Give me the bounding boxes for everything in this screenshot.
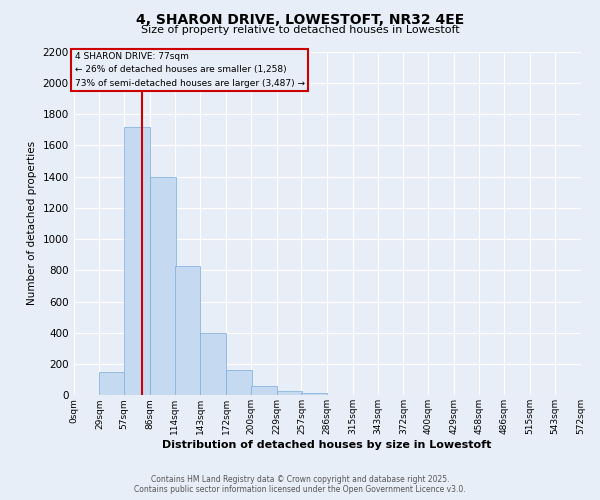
X-axis label: Distribution of detached houses by size in Lowestoft: Distribution of detached houses by size … <box>163 440 492 450</box>
Bar <box>327 394 353 396</box>
Text: 4 SHARON DRIVE: 77sqm
← 26% of detached houses are smaller (1,258)
73% of semi-d: 4 SHARON DRIVE: 77sqm ← 26% of detached … <box>74 52 305 88</box>
Y-axis label: Number of detached properties: Number of detached properties <box>27 142 37 306</box>
Text: Size of property relative to detached houses in Lowestoft: Size of property relative to detached ho… <box>140 25 460 35</box>
Bar <box>301 393 327 396</box>
Text: 4, SHARON DRIVE, LOWESTOFT, NR32 4EE: 4, SHARON DRIVE, LOWESTOFT, NR32 4EE <box>136 12 464 26</box>
Text: Contains HM Land Registry data © Crown copyright and database right 2025.
Contai: Contains HM Land Registry data © Crown c… <box>134 474 466 494</box>
Bar <box>277 392 302 396</box>
Bar <box>251 386 277 396</box>
Bar <box>124 126 150 396</box>
Bar <box>100 372 125 396</box>
Bar <box>353 394 379 396</box>
Bar <box>226 370 252 396</box>
Bar <box>74 394 100 396</box>
Bar <box>200 333 226 396</box>
Bar <box>175 266 200 396</box>
Bar <box>150 176 176 396</box>
